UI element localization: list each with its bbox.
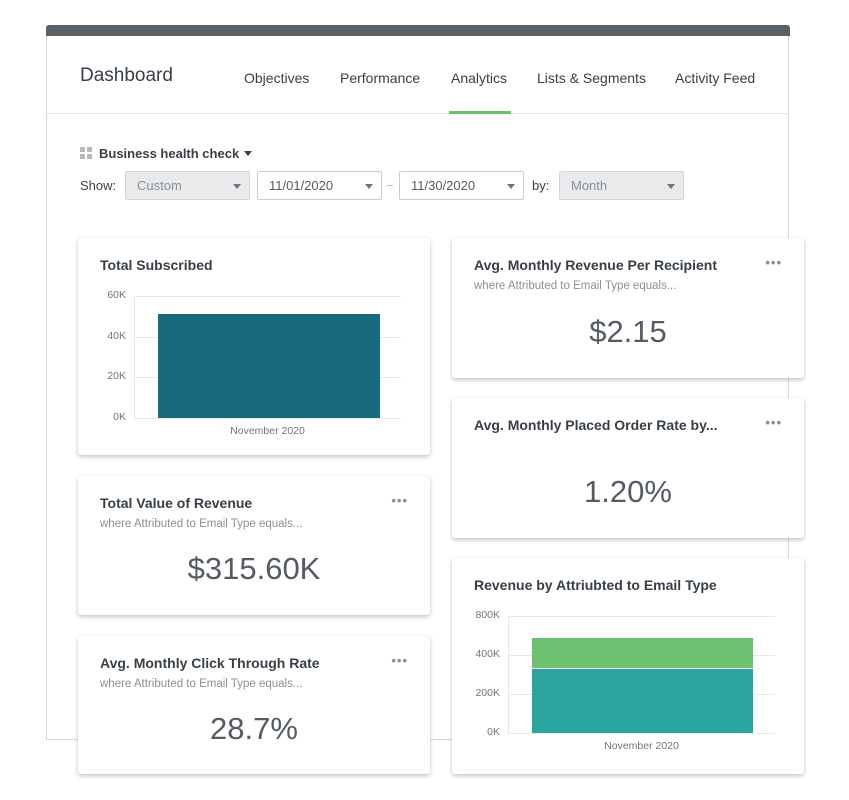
end-date-select[interactable]: 11/30/2020: [399, 171, 524, 200]
dashboard-header: Dashboard Objectives Performance Analyti…: [46, 36, 789, 114]
card-title: Total Subscribed: [100, 257, 213, 273]
range-value: Custom: [137, 178, 182, 193]
card-title: Avg. Monthly Placed Order Rate by...: [474, 417, 718, 433]
tab-lists-segments[interactable]: Lists & Segments: [537, 70, 646, 86]
date-separator: [387, 185, 393, 186]
y-axis-line: [134, 296, 135, 418]
y-tick-label: 200K: [475, 687, 500, 699]
caret-down-icon: [244, 151, 253, 156]
grid-icon: [80, 147, 92, 159]
chart-bar[interactable]: [532, 638, 753, 668]
y-tick-label: 0K: [487, 726, 500, 738]
show-label: Show:: [80, 178, 117, 193]
window-top-bar: [46, 25, 790, 36]
report-selector[interactable]: Business health check: [80, 146, 253, 161]
tab-performance[interactable]: Performance: [340, 70, 421, 86]
chevron-down-icon: [233, 184, 241, 189]
card-title: Avg. Monthly Click Through Rate: [100, 655, 320, 671]
end-date-value: 11/30/2020: [411, 178, 476, 193]
chart-gridline: [508, 733, 775, 734]
card-value: $2.15: [589, 314, 667, 349]
start-date-value: 11/01/2020: [269, 178, 334, 193]
start-date-select[interactable]: 11/01/2020: [257, 171, 382, 200]
card-subtitle: where Attributed to Email Type equals...: [100, 678, 303, 690]
card-subtitle: where Attributed to Email Type equals...: [474, 280, 677, 292]
y-axis-line: [508, 616, 509, 733]
by-label: by:: [532, 178, 550, 193]
card-value: 1.20%: [584, 474, 672, 509]
chevron-down-icon: [365, 184, 373, 189]
interval-select[interactable]: Month: [559, 171, 684, 200]
chart-gridline: [134, 418, 401, 419]
interval-value: Month: [571, 178, 608, 193]
chart-gridline: [508, 616, 775, 617]
page-title: Dashboard: [80, 65, 173, 86]
y-tick-label: 400K: [475, 648, 500, 660]
card-value: $315.60K: [187, 551, 321, 586]
chevron-down-icon: [667, 184, 675, 189]
chart-gridline: [134, 296, 401, 297]
card-total-revenue[interactable]: Total Value of Revenue ••• where Attribu…: [78, 476, 430, 615]
y-tick-label: 60K: [107, 289, 126, 301]
card-click-through-rate[interactable]: Avg. Monthly Click Through Rate ••• wher…: [78, 636, 430, 774]
more-options-icon[interactable]: •••: [765, 415, 782, 430]
card-value: 28.7%: [210, 711, 298, 746]
x-tick-label: November 2020: [604, 740, 679, 752]
active-tab-indicator: [449, 111, 511, 114]
tab-objectives[interactable]: Objectives: [244, 70, 310, 86]
card-title: Total Value of Revenue: [100, 495, 253, 511]
range-select[interactable]: Custom: [125, 171, 250, 200]
card-placed-order-rate[interactable]: Avg. Monthly Placed Order Rate by... •••…: [452, 398, 804, 538]
chart-bar[interactable]: [158, 314, 380, 418]
y-tick-label: 40K: [107, 330, 126, 342]
chevron-down-icon: [507, 184, 515, 189]
tab-analytics[interactable]: Analytics: [451, 70, 508, 86]
tab-activity-feed[interactable]: Activity Feed: [675, 70, 756, 86]
chart-bar[interactable]: [532, 669, 753, 733]
card-revenue-by-email-type[interactable]: Revenue by Attriubted to Email Type 800K…: [452, 558, 804, 774]
card-total-subscribed[interactable]: Total Subscribed 60K 40K 20K 0K November 202…: [78, 238, 430, 455]
y-tick-label: 800K: [475, 609, 500, 621]
y-tick-label: 20K: [107, 370, 126, 382]
card-title: Avg. Monthly Revenue Per Recipient: [474, 257, 717, 273]
more-options-icon[interactable]: •••: [391, 493, 408, 508]
more-options-icon[interactable]: •••: [765, 255, 782, 270]
card-avg-revenue-per-recipient[interactable]: Avg. Monthly Revenue Per Recipient ••• w…: [452, 238, 804, 378]
y-tick-label: 0K: [113, 411, 126, 423]
x-tick-label: November 2020: [230, 425, 305, 437]
report-name: Business health check: [99, 146, 240, 161]
card-title: Revenue by Attriubted to Email Type: [474, 577, 717, 593]
card-subtitle: where Attributed to Email Type equals...: [100, 518, 303, 530]
more-options-icon[interactable]: •••: [391, 653, 408, 668]
